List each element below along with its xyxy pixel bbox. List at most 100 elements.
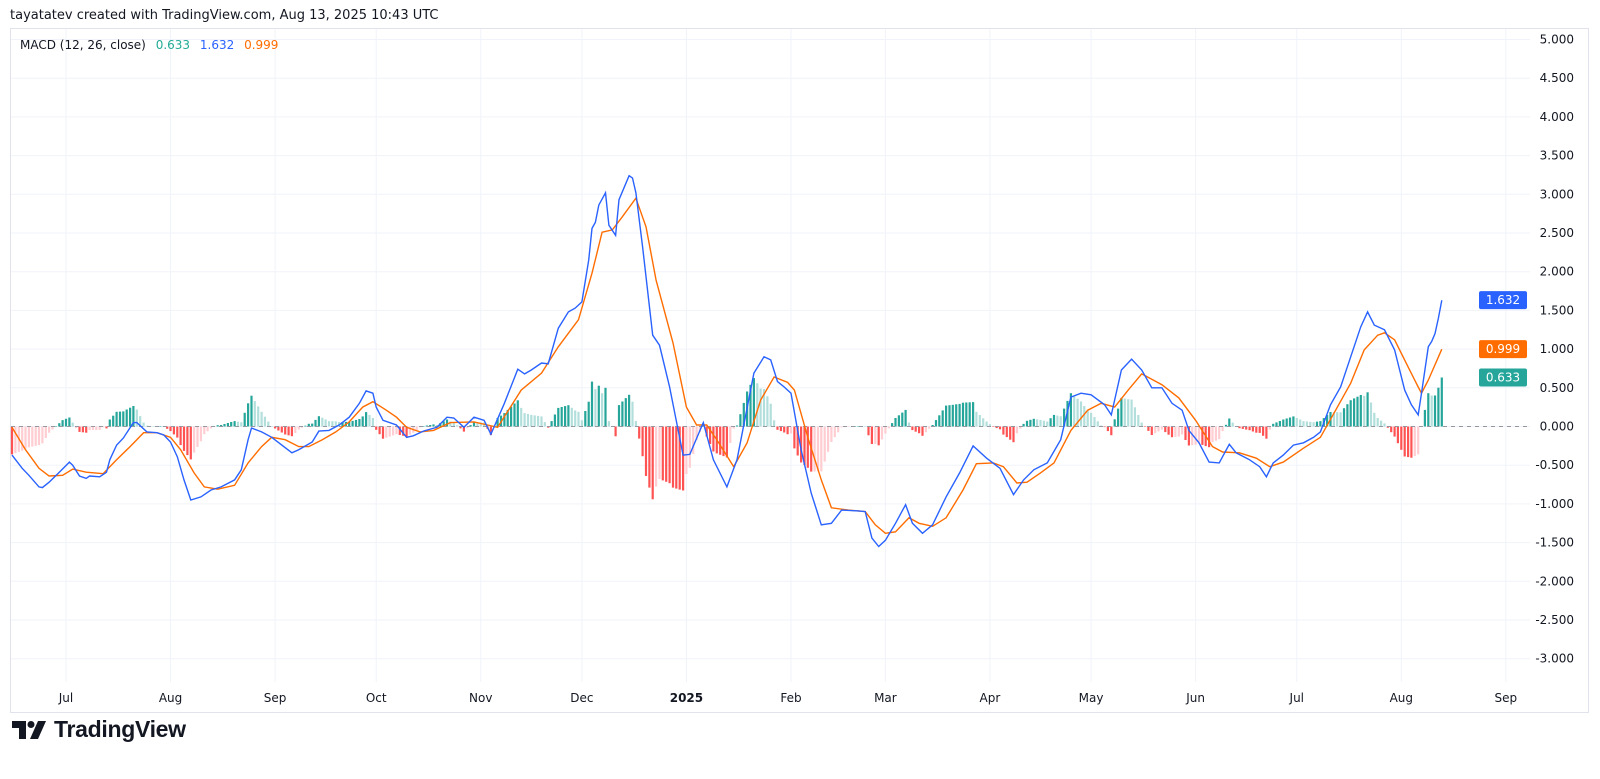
- y-tick-label: 1.000: [1540, 342, 1574, 356]
- y-tick-label: -1.500: [1535, 536, 1574, 550]
- histogram-bar: [1170, 426, 1174, 438]
- histogram-bar: [297, 426, 300, 430]
- histogram-bar: [95, 426, 98, 430]
- signal-value: 0.999: [244, 38, 279, 52]
- histogram-bar: [820, 426, 823, 472]
- histogram-bar: [402, 426, 405, 436]
- histogram-bar: [557, 407, 560, 427]
- histogram-bar: [334, 421, 337, 427]
- histogram-bar: [1423, 409, 1426, 427]
- histogram-bar: [186, 426, 189, 456]
- histogram-bar: [975, 411, 978, 427]
- histogram-bar: [1312, 422, 1315, 427]
- histogram-bar: [1380, 420, 1383, 427]
- histogram-bar: [1059, 416, 1062, 427]
- histogram-bar: [476, 422, 479, 427]
- histogram-bar: [64, 418, 68, 427]
- histogram-bar: [1346, 404, 1349, 427]
- histogram-bar: [425, 425, 428, 427]
- histogram-bar: [21, 426, 24, 451]
- histogram-bar: [884, 426, 887, 434]
- histogram-bar: [870, 426, 873, 444]
- y-tick-label: -0.500: [1535, 458, 1574, 472]
- histogram-bar: [1440, 377, 1443, 427]
- histogram-bar: [1390, 426, 1393, 433]
- y-axis[interactable]: 5.000 4.500 4.000 3.500 3.000 2.500 2.000 1.500…: [1535, 33, 1574, 666]
- tradingview-logo[interactable]: TradingView: [12, 716, 186, 743]
- histogram-bar: [267, 421, 270, 427]
- histogram-bar: [998, 426, 1002, 430]
- histogram-bar: [601, 393, 604, 427]
- histogram-bar: [891, 423, 894, 427]
- histogram-bar: [641, 426, 644, 457]
- x-axis[interactable]: Jul Aug Sep Oct Nov Dec 2025 Feb Mar Apr May Jun Jul…: [58, 691, 1517, 705]
- histogram-bar: [203, 426, 206, 435]
- histogram-bar: [628, 394, 631, 427]
- histogram-bar: [351, 420, 354, 427]
- histogram-bar: [1012, 426, 1015, 443]
- histogram-bar: [115, 411, 118, 427]
- y-tick-label: 2.000: [1540, 265, 1574, 279]
- histogram-bar: [223, 424, 226, 427]
- histogram-bar: [837, 426, 840, 433]
- histogram-bar: [226, 423, 229, 427]
- histogram-bar: [503, 413, 506, 427]
- histogram-bar: [607, 421, 610, 427]
- histogram-bar: [1069, 393, 1072, 427]
- histogram-bar: [1150, 426, 1153, 435]
- histogram-bar: [965, 402, 968, 427]
- histogram-bar: [830, 426, 833, 442]
- indicator-legend[interactable]: MACD (12, 26, close) 0.633 1.632 0.999: [20, 38, 284, 52]
- histogram-bar: [712, 426, 715, 452]
- histogram-bar: [1258, 426, 1261, 433]
- histogram-bar: [580, 420, 583, 427]
- histogram-bar: [24, 426, 27, 449]
- histogram-bar: [958, 403, 961, 427]
- histogram-bar: [793, 426, 796, 449]
- histogram-bar: [621, 401, 624, 427]
- histogram-bar: [685, 426, 688, 475]
- histogram-bar: [931, 425, 934, 427]
- indicator-name: MACD (12, 26, close): [20, 38, 146, 52]
- histogram-bar: [1299, 419, 1302, 427]
- histogram-bar: [408, 426, 411, 435]
- histogram-bar: [904, 409, 907, 427]
- histogram-bar: [1255, 426, 1258, 433]
- histogram-bar: [462, 426, 465, 432]
- macd-price-badge: [1479, 291, 1527, 310]
- histogram-bar: [624, 398, 627, 427]
- histogram-bar: [1262, 426, 1265, 436]
- histogram-bar: [1319, 421, 1322, 427]
- histogram-bar: [169, 426, 172, 432]
- histogram-bar: [725, 426, 728, 458]
- histogram-bar: [236, 421, 240, 427]
- histogram-value: 0.633: [155, 38, 191, 52]
- histogram-bar: [496, 418, 499, 427]
- histogram-bar: [1214, 426, 1217, 441]
- x-tick-label: 2025: [670, 691, 703, 705]
- histogram-bar: [924, 426, 927, 433]
- histogram-bar: [901, 412, 904, 427]
- histogram-bar: [48, 426, 51, 433]
- histogram-bar: [540, 416, 543, 427]
- histogram-bar: [1184, 426, 1187, 440]
- histogram-bar: [472, 421, 476, 427]
- histogram-bar: [1039, 419, 1042, 427]
- x-tick-label: Nov: [469, 691, 492, 705]
- histogram-bar: [907, 422, 911, 427]
- histogram-bar: [1076, 398, 1079, 427]
- histogram-bar: [300, 426, 304, 428]
- histogram-bar: [1127, 399, 1130, 427]
- histogram-bar: [651, 426, 654, 500]
- histogram-bar: [695, 426, 698, 440]
- y-tick-label: -1.000: [1535, 497, 1574, 511]
- histogram-bar: [840, 426, 843, 428]
- macd-line: [11, 174, 1443, 548]
- histogram-bar: [1400, 426, 1403, 450]
- histogram-bar: [547, 426, 550, 428]
- histogram-bar: [1410, 426, 1413, 458]
- histogram-bar: [429, 425, 432, 427]
- histogram-bar: [348, 421, 351, 427]
- histogram-bar: [516, 400, 519, 427]
